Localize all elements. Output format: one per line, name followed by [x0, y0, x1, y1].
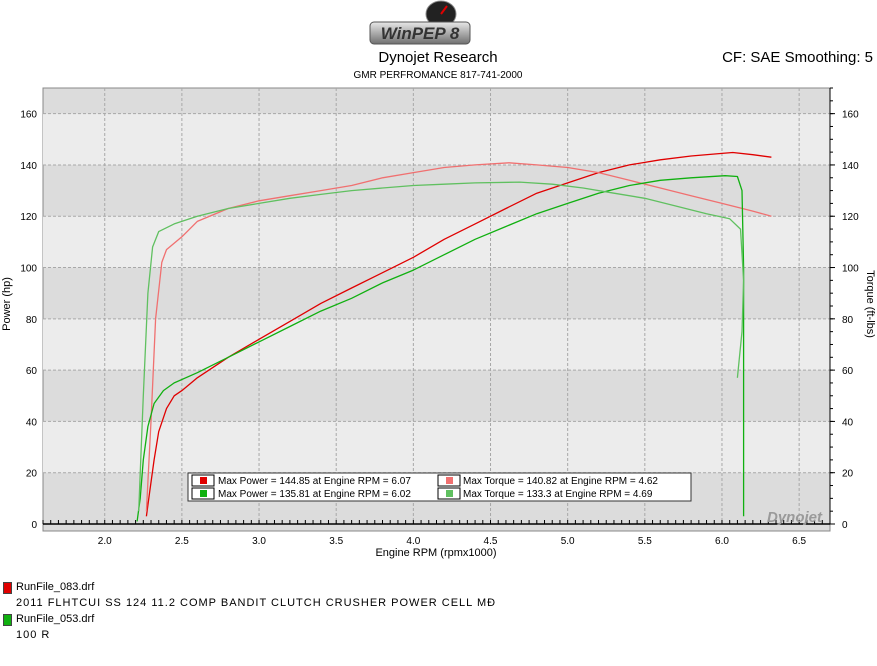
legend-label: Max Torque = 133.3 at Engine RPM = 4.69: [463, 489, 653, 500]
y-tick-label-left: 20: [26, 469, 38, 480]
x-tick-label: 5.0: [561, 536, 575, 547]
x-tick-label: 6.0: [715, 536, 729, 547]
y-tick-label-right: 80: [842, 315, 854, 326]
run-color-swatch: [3, 614, 12, 626]
run-description-row: 100 R: [0, 627, 877, 643]
x-tick-label: 2.0: [98, 536, 112, 547]
dyno-chart: WinPEP 8 Dynojet Research GMR PERFROMANC…: [1, 0, 876, 559]
legend-label: Max Power = 135.81 at Engine RPM = 6.02: [218, 489, 411, 500]
plot-bands: [43, 113, 830, 473]
y-tick-label-left: 140: [20, 161, 37, 172]
series-line-3: [136, 175, 745, 522]
winpep-logo: WinPEP 8: [369, 0, 471, 45]
legend: Max Power = 144.85 at Engine RPM = 6.07 …: [187, 472, 692, 502]
x-tick-label: 3.0: [252, 536, 266, 547]
series-line-2: [145, 162, 772, 512]
y-tick-label-left: 60: [26, 366, 38, 377]
x-tick-label: 2.5: [175, 536, 189, 547]
run-description-row: 2011 FLHTCUI SS 124 11.2 COMP BANDIT CLU…: [0, 595, 877, 611]
series-line-4: [138, 181, 745, 512]
y-tick-label-right: 120: [842, 212, 859, 223]
x-tick-label: 4.0: [406, 536, 420, 547]
y-tick-label-left: 160: [20, 110, 37, 121]
chart-subtitle: GMR PERFROMANCE 817-741-2000: [354, 70, 523, 81]
series-layer: [136, 151, 772, 522]
axes: 0 0 20 20 40 40 60 60 80 80 100 100 120 120 140 140 160 1…: [20, 87, 859, 547]
y-axis-label-left: Power (hp): [1, 277, 13, 331]
run-description: 100 R: [16, 629, 51, 641]
grid-band: [43, 421, 830, 473]
legend-entry-run1-torque: Max Torque = 140.82 at Engine RPM = 4.62: [437, 474, 658, 487]
run-file-name: RunFile_053.drf: [16, 613, 95, 625]
logo-text: WinPEP 8: [381, 24, 460, 43]
y-tick-label-right: 40: [842, 417, 854, 428]
run-file-row[interactable]: RunFile_083.drf: [0, 579, 877, 595]
y-tick-label-left: 120: [20, 212, 37, 223]
x-axis-label: Engine RPM (rpmx1000): [375, 547, 496, 559]
run-color-swatch: [3, 582, 12, 594]
run-file-row[interactable]: RunFile_053.drf: [0, 611, 877, 627]
x-tick-label: 6.5: [792, 536, 806, 547]
y-axis-label-right: Torque (ft-lbs): [864, 270, 876, 338]
y-tick-label-right: 160: [842, 110, 859, 121]
y-tick-label-right: 100: [842, 264, 859, 275]
grid-lines: [43, 88, 830, 525]
chart-title: Dynojet Research: [378, 49, 497, 66]
watermark: Dynojet: [767, 509, 823, 526]
y-tick-label-left: 80: [26, 315, 38, 326]
y-tick-label-left: 100: [20, 264, 37, 275]
settings-text: CF: SAE Smoothing: 5: [722, 49, 873, 66]
x-tick-label: 5.5: [638, 536, 652, 547]
legend-entry-run2-power: Max Power = 135.81 at Engine RPM = 6.02: [191, 487, 411, 500]
run-file-list: RunFile_083.drf 2011 FLHTCUI SS 124 11.2…: [0, 579, 877, 643]
grid-band: [43, 216, 830, 268]
grid-band: [43, 318, 830, 371]
y-tick-label-right: 0: [842, 520, 848, 531]
legend-label: Max Torque = 140.82 at Engine RPM = 4.62: [463, 476, 658, 487]
legend-label: Max Power = 144.85 at Engine RPM = 6.07: [218, 476, 411, 487]
grid-band: [43, 113, 830, 165]
x-tick-label: 3.5: [329, 536, 343, 547]
legend-entry-run2-torque: Max Torque = 133.3 at Engine RPM = 4.69: [437, 487, 653, 500]
y-tick-label-right: 60: [842, 366, 854, 377]
y-tick-label-left: 40: [26, 417, 38, 428]
y-tick-label-right: 140: [842, 161, 859, 172]
legend-entry-run1-power: Max Power = 144.85 at Engine RPM = 6.07: [191, 474, 411, 487]
y-tick-label-left: 0: [31, 520, 37, 531]
y-tick-label-right: 20: [842, 469, 854, 480]
series-line-1: [145, 151, 772, 517]
run-description: 2011 FLHTCUI SS 124 11.2 COMP BANDIT CLU…: [16, 597, 497, 609]
run-file-name: RunFile_083.drf: [16, 581, 95, 593]
x-tick-label: 4.5: [484, 536, 498, 547]
